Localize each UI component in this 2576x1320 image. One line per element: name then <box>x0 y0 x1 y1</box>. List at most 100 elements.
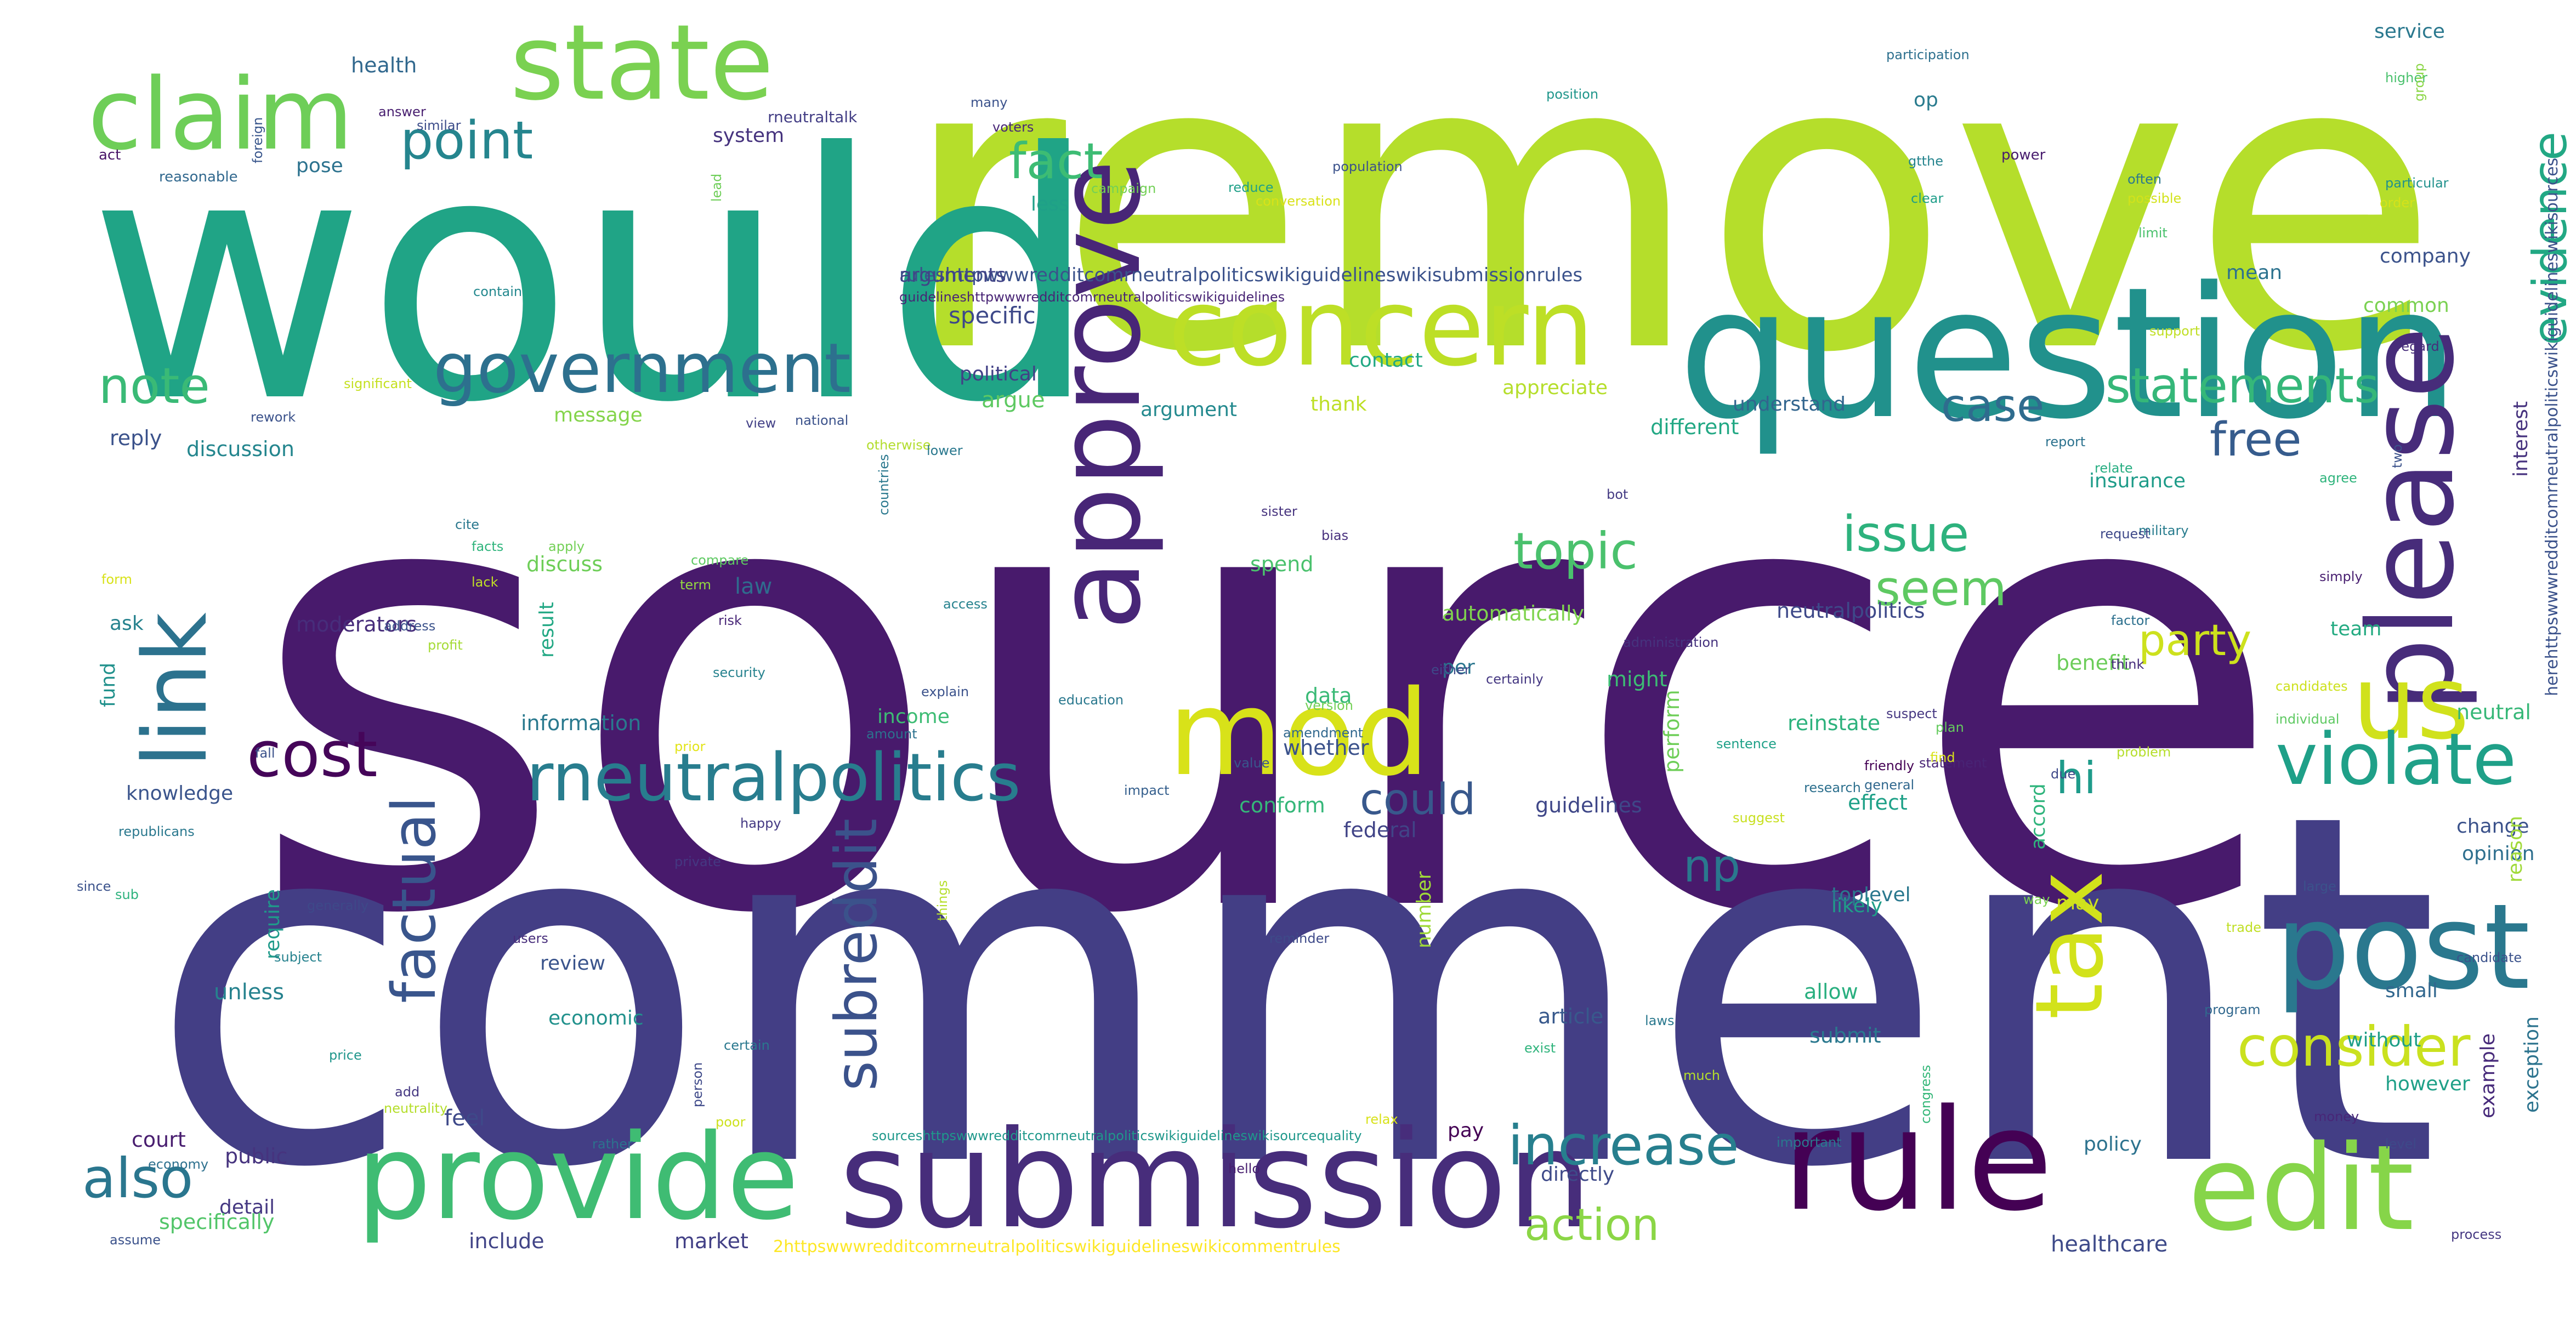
word-compare: compare <box>691 553 749 568</box>
word-automatically: automatically <box>1442 601 1585 625</box>
word-party: party <box>2138 616 2252 665</box>
word-information: information <box>521 711 642 735</box>
word-lack: lack <box>472 574 498 590</box>
word-neutrality: neutrality <box>384 1101 448 1116</box>
word-np: np <box>1683 840 1741 892</box>
word-access: access <box>943 596 988 612</box>
word-contain: contain <box>473 284 523 299</box>
word-find: find <box>1930 750 1955 765</box>
word-us: us <box>2352 644 2470 762</box>
word-population: population <box>1332 159 1403 174</box>
word-price: price <box>329 1048 362 1063</box>
word-economic: economic <box>548 1007 644 1029</box>
word-neutral: neutral <box>2456 700 2531 724</box>
word-report: report <box>2045 434 2086 450</box>
word-market: market <box>674 1229 748 1253</box>
word-laws: laws <box>1645 1013 1675 1028</box>
word-bot: bot <box>1607 487 1629 502</box>
word-program: program <box>2204 1002 2261 1017</box>
word-much: much <box>1683 1068 1720 1083</box>
word-perform: perform <box>1660 690 1684 773</box>
word-interest: interest <box>2510 401 2532 477</box>
word-candidate: candidate <box>2456 950 2522 965</box>
word-link: link <box>124 612 226 767</box>
word-2httpswwwredditcomrneutralpoliticswikiguidelineswikicommentr: 2httpswwwredditcomrneutralpoliticswikigu… <box>773 1237 1341 1256</box>
word-clear: clear <box>1911 191 1944 206</box>
word-contact: contact <box>1349 349 1423 372</box>
word-since: since <box>77 879 111 894</box>
word-policy: policy <box>2084 1133 2142 1156</box>
word-value: value <box>1234 755 1270 771</box>
word-political: political <box>960 363 1037 385</box>
word-amendment: amendment <box>1283 725 1364 741</box>
word-benefit: benefit <box>2056 651 2130 675</box>
word-spend: spend <box>1250 552 1314 576</box>
word-concern: concern <box>1168 265 1595 390</box>
word-happy: happy <box>740 816 781 831</box>
word-individual: individual <box>2276 712 2340 727</box>
word-things: things <box>935 880 950 921</box>
word-action: action <box>1524 1199 1660 1250</box>
word-fall: fall <box>255 746 275 761</box>
word-certain: certain <box>724 1038 770 1053</box>
word-moderators: moderators <box>296 612 417 636</box>
word-cost: cost <box>247 718 378 792</box>
word-either: either <box>1431 662 1470 678</box>
word-approve: approve <box>1032 160 1166 630</box>
word-bias: bias <box>1321 528 1349 543</box>
word-lead: lead <box>709 173 724 202</box>
word-position: position <box>1546 87 1599 102</box>
word-rule: rule <box>1782 1079 2053 1242</box>
word-power: power <box>2001 147 2046 163</box>
word-less: less <box>1031 193 1069 215</box>
word-guidelines: guidelines <box>1535 793 1642 817</box>
word-small: small <box>2385 980 2438 1002</box>
word-number: number <box>1413 871 1435 948</box>
word-discuss: discuss <box>526 552 603 576</box>
word-rneutraltalk: rneutraltalk <box>768 108 858 126</box>
word-security: security <box>713 665 765 680</box>
word-form: form <box>101 572 132 587</box>
word-hello: hello <box>1228 1161 1260 1176</box>
word-mean: mean <box>2226 261 2283 284</box>
word-congress: congress <box>1918 1065 1933 1124</box>
word-fund: fund <box>97 662 120 707</box>
word-otherwise: otherwise <box>866 437 931 453</box>
word-ruleshttpwwwredditcomrneutralpoliticswikiguidelineswikisubmi: rulesh‌ttpwwwredditcomrneutralpoliticswi… <box>899 264 1583 286</box>
word-however: however <box>2385 1073 2470 1095</box>
word-seem: seem <box>1875 560 2007 617</box>
word-way: way <box>2023 892 2050 907</box>
word-note: note <box>99 357 210 415</box>
word-change: change <box>2456 815 2529 838</box>
word-include: include <box>469 1229 544 1253</box>
word-system: system <box>713 124 785 147</box>
word-trade: trade <box>2226 920 2261 935</box>
word-impact: impact <box>1124 783 1170 798</box>
word-thank: thank <box>1310 393 1367 416</box>
word-relax: relax <box>1365 1112 1398 1127</box>
word-person: person <box>690 1062 705 1107</box>
word-op: op <box>1914 89 1938 111</box>
word-might: might <box>1607 667 1667 691</box>
word-public: public <box>225 1144 288 1168</box>
word-reply: reply <box>110 426 162 450</box>
word-neutralpolitics: neutralpolitics <box>1777 599 1925 623</box>
word-accord: accord <box>2027 783 2050 850</box>
word-provide: provide <box>356 1108 799 1246</box>
word-candidates: candidates <box>2276 679 2348 694</box>
word-add: add <box>395 1084 420 1100</box>
word-case: case <box>1941 380 2045 432</box>
word-argument: argument <box>1141 399 1238 421</box>
word-source: source <box>247 333 2286 1048</box>
word-due: due <box>2051 766 2076 782</box>
word-voters: voters <box>992 120 1034 135</box>
word-poor: poor <box>716 1114 746 1130</box>
word-large: large <box>2303 879 2336 894</box>
word-healthcare: healthcare <box>2051 1232 2168 1257</box>
word-regard: regard <box>2396 339 2439 354</box>
word-issue: issue <box>1842 505 1970 563</box>
word-friendly: friendly <box>1864 758 1915 773</box>
word-sister: sister <box>1261 504 1297 519</box>
word-specifically: specifically <box>159 1210 275 1234</box>
